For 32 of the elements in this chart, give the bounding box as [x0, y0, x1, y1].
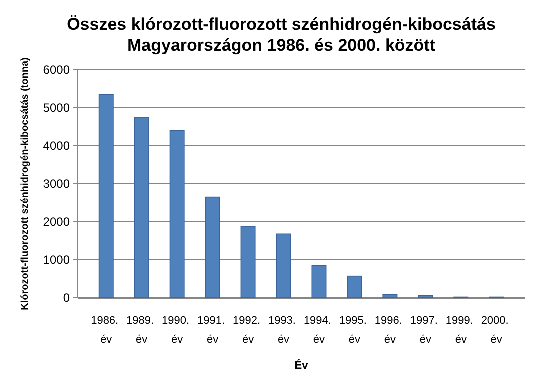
y-tick-label: 2000 [43, 215, 70, 230]
bar [170, 130, 185, 298]
bar [312, 265, 327, 298]
x-tick-label: 1994. év [304, 315, 335, 346]
bar [347, 276, 362, 298]
bar [98, 94, 114, 298]
x-tick-label: 1992. év [232, 315, 264, 346]
x-tick-label: 1995. év [339, 315, 370, 346]
x-tick-label: 1990. év [162, 315, 193, 346]
x-tick-label: 1997. év [410, 315, 441, 346]
bar [418, 295, 434, 298]
chart-title: Összes klórozott-fluorozott szénhidrogén-kibocsátás Magyarországon 1986. és 2000. között [67, 15, 496, 55]
x-axis-title: Év [294, 359, 310, 372]
x-tick-label: 1996. év [374, 315, 406, 346]
bar [205, 196, 220, 298]
y-tick-label: 5000 [43, 101, 70, 116]
bar [134, 117, 150, 298]
x-tick-label: 1986. év [91, 315, 122, 346]
y-tick-label: 6000 [43, 63, 70, 78]
y-tick-label: 1000 [43, 253, 70, 268]
x-tick-label: 1991. év [198, 315, 228, 346]
y-tick-label: 3000 [43, 177, 70, 192]
x-tick-label: 2000. év [481, 315, 512, 346]
y-tick-label: 0 [63, 291, 70, 306]
x-tick-label: 1989. év [126, 315, 158, 346]
y-tick-label: 4000 [43, 139, 70, 154]
x-tick-label: 1999. év [446, 315, 476, 346]
x-tick-label: 1993. év [268, 315, 300, 346]
bar [240, 226, 256, 298]
y-axis-title: Klórozott-fluorozott szénhidrogén-kibocsátás (tonna) [20, 58, 31, 310]
bar [382, 294, 398, 298]
bar [276, 234, 292, 298]
